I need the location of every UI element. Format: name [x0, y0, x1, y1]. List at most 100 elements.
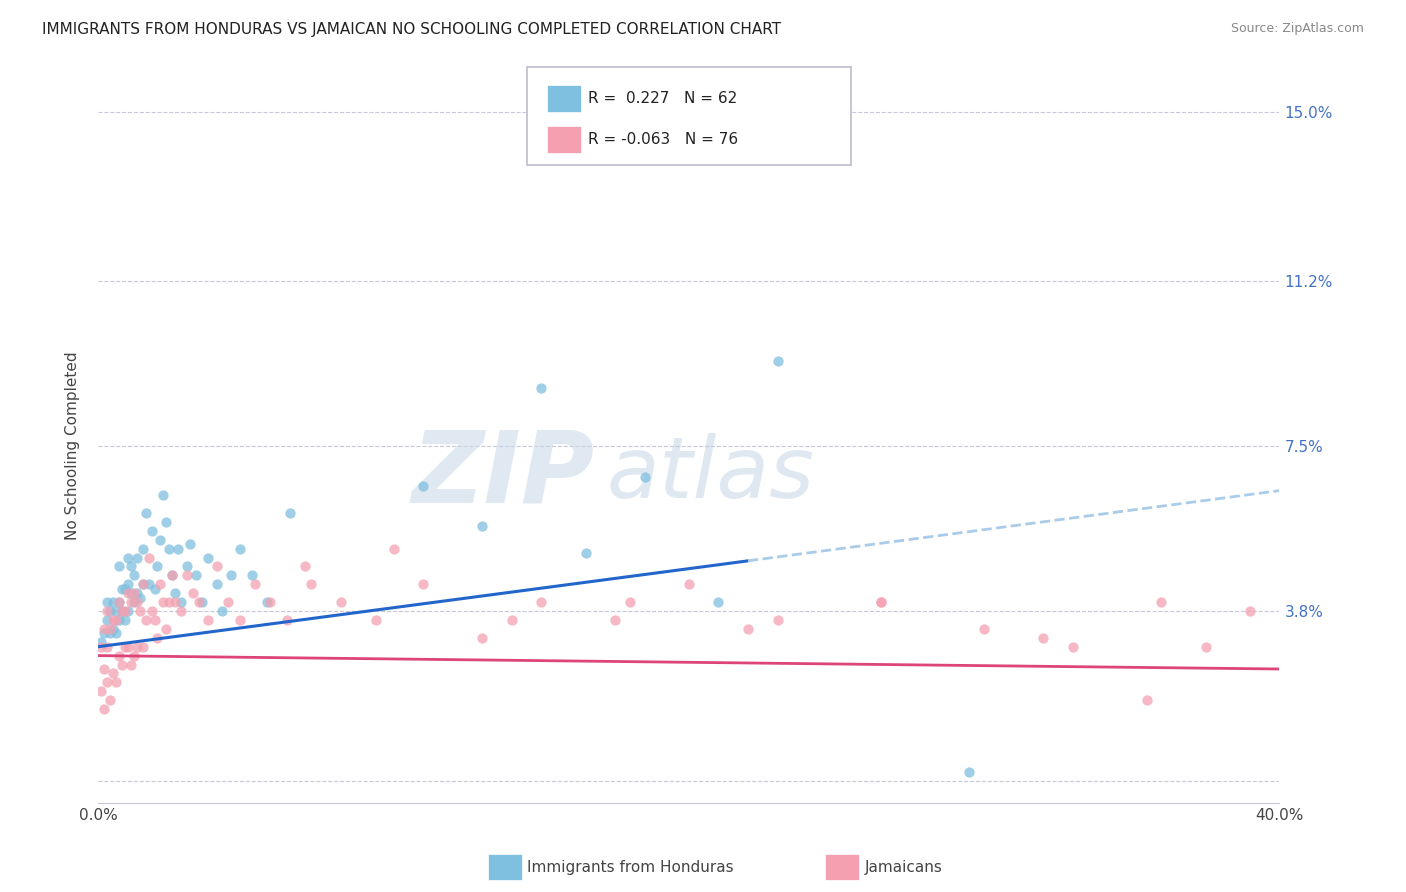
- Point: [574, 546, 596, 560]
- Point: [122, 595, 145, 609]
- Point: [120, 595, 142, 609]
- Point: [108, 613, 131, 627]
- Point: [114, 582, 136, 596]
- Point: [138, 577, 160, 591]
- Point: [93, 626, 115, 640]
- Point: [229, 613, 252, 627]
- Point: [191, 595, 214, 609]
- Point: [176, 559, 198, 574]
- Point: [105, 626, 128, 640]
- Point: [412, 577, 434, 591]
- Point: [707, 595, 730, 609]
- Point: [165, 586, 187, 600]
- Point: [114, 613, 136, 627]
- Point: [143, 613, 166, 627]
- Point: [96, 640, 118, 654]
- Point: [122, 586, 145, 600]
- Text: atlas: atlas: [606, 433, 814, 516]
- Point: [471, 519, 494, 533]
- Text: ZIP: ZIP: [412, 426, 595, 523]
- Point: [869, 595, 891, 609]
- Point: [205, 577, 228, 591]
- Point: [1150, 595, 1173, 609]
- Point: [973, 622, 995, 636]
- Point: [1239, 604, 1261, 618]
- Point: [105, 613, 128, 627]
- Point: [170, 604, 193, 618]
- Point: [93, 662, 115, 676]
- Point: [103, 595, 125, 609]
- Point: [197, 613, 219, 627]
- Point: [108, 559, 131, 574]
- Point: [120, 586, 142, 600]
- Point: [122, 568, 145, 582]
- Point: [108, 648, 131, 663]
- Point: [259, 595, 281, 609]
- Point: [412, 479, 434, 493]
- Point: [111, 604, 134, 618]
- Point: [117, 586, 139, 600]
- Point: [96, 595, 118, 609]
- Point: [132, 577, 155, 591]
- Point: [117, 640, 139, 654]
- Point: [294, 559, 316, 574]
- Point: [132, 577, 155, 591]
- Point: [125, 595, 148, 609]
- Point: [103, 613, 125, 627]
- Point: [240, 568, 263, 582]
- Point: [170, 595, 193, 609]
- Point: [128, 591, 150, 605]
- Point: [1062, 640, 1084, 654]
- Point: [167, 541, 190, 556]
- Point: [1135, 693, 1157, 707]
- Point: [162, 568, 183, 582]
- Point: [105, 675, 128, 690]
- Point: [152, 595, 174, 609]
- Point: [111, 657, 134, 672]
- Point: [678, 577, 700, 591]
- Point: [117, 550, 139, 565]
- Y-axis label: No Schooling Completed: No Schooling Completed: [65, 351, 80, 541]
- Point: [122, 648, 145, 663]
- Point: [766, 613, 789, 627]
- Point: [155, 515, 177, 529]
- Point: [90, 640, 112, 654]
- Point: [135, 506, 157, 520]
- Point: [176, 568, 198, 582]
- Point: [90, 635, 112, 649]
- Point: [364, 613, 387, 627]
- Text: R =  0.227   N = 62: R = 0.227 N = 62: [588, 91, 737, 105]
- Point: [128, 604, 150, 618]
- Point: [98, 626, 121, 640]
- Point: [229, 541, 252, 556]
- Point: [219, 568, 242, 582]
- Point: [132, 640, 155, 654]
- Point: [530, 381, 553, 395]
- Point: [181, 586, 204, 600]
- Point: [96, 604, 118, 618]
- Text: R = -0.063   N = 76: R = -0.063 N = 76: [588, 132, 738, 146]
- Point: [217, 595, 239, 609]
- Point: [205, 559, 228, 574]
- Point: [93, 702, 115, 716]
- Point: [501, 613, 523, 627]
- Point: [125, 586, 148, 600]
- Point: [605, 613, 627, 627]
- Point: [256, 595, 278, 609]
- Point: [105, 604, 128, 618]
- Point: [111, 582, 134, 596]
- Text: Immigrants from Honduras: Immigrants from Honduras: [527, 860, 734, 874]
- Point: [243, 577, 266, 591]
- Point: [96, 675, 118, 690]
- Text: IMMIGRANTS FROM HONDURAS VS JAMAICAN NO SCHOOLING COMPLETED CORRELATION CHART: IMMIGRANTS FROM HONDURAS VS JAMAICAN NO …: [42, 22, 782, 37]
- Point: [382, 541, 405, 556]
- Point: [98, 693, 121, 707]
- Point: [766, 354, 789, 368]
- Point: [146, 631, 169, 645]
- Point: [619, 595, 641, 609]
- Point: [117, 604, 139, 618]
- Point: [737, 622, 759, 636]
- Point: [103, 622, 125, 636]
- Point: [197, 550, 219, 565]
- Point: [111, 604, 134, 618]
